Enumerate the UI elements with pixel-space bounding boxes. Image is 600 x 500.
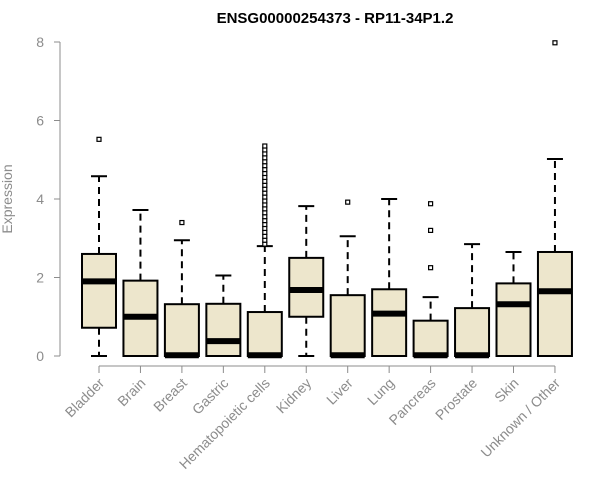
- x-tick-label: Liver: [323, 375, 356, 408]
- box-brain: [122, 208, 159, 358]
- box-liver: [329, 199, 366, 359]
- boxes-layer: [81, 40, 573, 359]
- iqr-box: [246, 311, 283, 358]
- y-tick-label: 8: [36, 34, 44, 50]
- y-tick-label: 0: [36, 348, 44, 364]
- x-tick-label: Lung: [364, 375, 397, 408]
- outlier-point: [552, 40, 558, 46]
- iqr-box: [81, 252, 117, 329]
- x-tick-label: Kidney: [273, 375, 315, 417]
- box-skin: [495, 250, 532, 358]
- y-tick-label: 4: [36, 191, 44, 207]
- box-lung: [371, 198, 408, 357]
- x-tick-label: Brain: [114, 375, 148, 409]
- chart-title: ENSG00000254373 - RP11-34P1.2: [217, 10, 454, 27]
- y-axis: 0 2 4 6 8: [36, 34, 61, 364]
- iqr-box: [163, 303, 200, 358]
- x-tick-label: Skin: [491, 375, 522, 406]
- outlier-point: [262, 143, 268, 149]
- outlier-point: [345, 199, 351, 205]
- iqr-box: [454, 307, 491, 357]
- box-breast: [163, 219, 200, 359]
- outlier-point: [96, 136, 102, 142]
- y-tick-label: 6: [36, 113, 44, 129]
- x-tick-label: Bladder: [62, 375, 108, 421]
- iqr-box: [412, 319, 449, 357]
- outlier-point: [428, 265, 434, 271]
- y-axis-label: Expression: [0, 164, 15, 233]
- iqr-box: [205, 302, 242, 357]
- box-kidney: [288, 205, 325, 357]
- x-tick-label: Breast: [150, 375, 190, 415]
- outlier-point: [428, 201, 434, 207]
- box-prostate: [454, 243, 491, 359]
- iqr-box: [536, 250, 573, 357]
- outlier-point: [428, 227, 434, 233]
- box-hematopoietic-cells: [246, 143, 283, 359]
- iqr-box: [495, 282, 532, 358]
- y-tick-label: 2: [36, 270, 44, 286]
- box-bladder: [81, 136, 117, 357]
- iqr-box: [371, 288, 408, 357]
- box-gastric: [205, 274, 242, 357]
- x-tick-label: Unknown / Other: [477, 375, 563, 461]
- x-tick-label: Prostate: [432, 375, 480, 423]
- iqr-box: [329, 294, 366, 358]
- box-pancreas: [412, 201, 449, 359]
- outlier-point: [179, 219, 185, 226]
- box-unknown-other: [536, 40, 573, 357]
